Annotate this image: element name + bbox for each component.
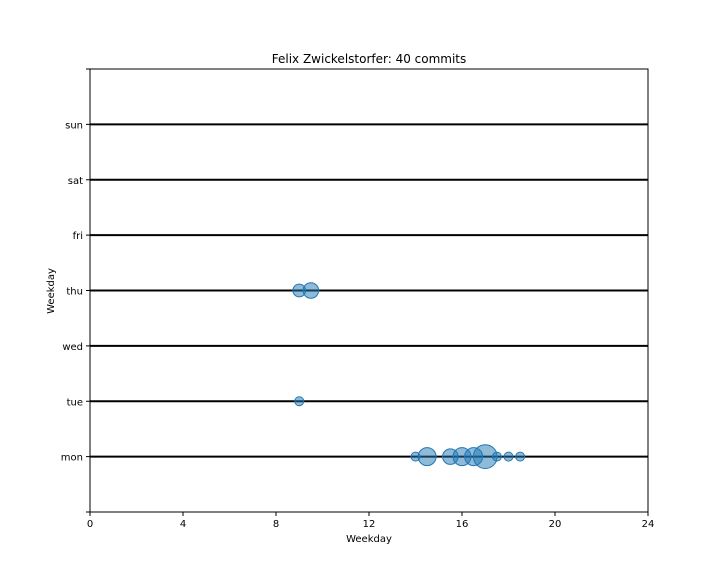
y-axis-label: Weekday (46, 268, 57, 314)
y-tick-label-thu: thu (66, 287, 83, 298)
y-tick-label-sat: sat (68, 176, 83, 187)
x-tick-label-24: 24 (642, 519, 655, 530)
commit-point-9 (491, 451, 502, 462)
x-axis-label: Weekday (346, 534, 392, 545)
commit-point-1 (302, 282, 320, 299)
y-tick-label-wed: wed (62, 342, 83, 353)
y-tick-label-tue: tue (67, 397, 83, 408)
commit-point-10 (503, 451, 514, 462)
x-tick-label-16: 16 (456, 519, 469, 530)
y-axis-ticks: mon tue wed thu fri sat sun (61, 68, 90, 513)
chart-title: Felix Zwickelstorfer: 40 commits (272, 52, 467, 66)
x-tick-label-0: 0 (87, 519, 93, 530)
y-tick-label-sun: sun (65, 120, 83, 131)
commit-point-4 (417, 447, 437, 467)
weekday-lines (90, 123, 648, 458)
y-tick-label-fri: fri (73, 231, 83, 242)
commit-point-2 (294, 396, 305, 407)
commit-point-11 (515, 451, 526, 462)
commit-points (292, 282, 526, 470)
x-tick-label-20: 20 (549, 519, 562, 530)
x-tick-label-4: 4 (180, 519, 186, 530)
x-tick-label-12: 12 (363, 519, 376, 530)
x-tick-label-8: 8 (273, 519, 279, 530)
y-tick-label-mon: mon (61, 453, 83, 464)
x-axis-ticks: 0 4 8 12 16 20 24 (87, 512, 655, 530)
